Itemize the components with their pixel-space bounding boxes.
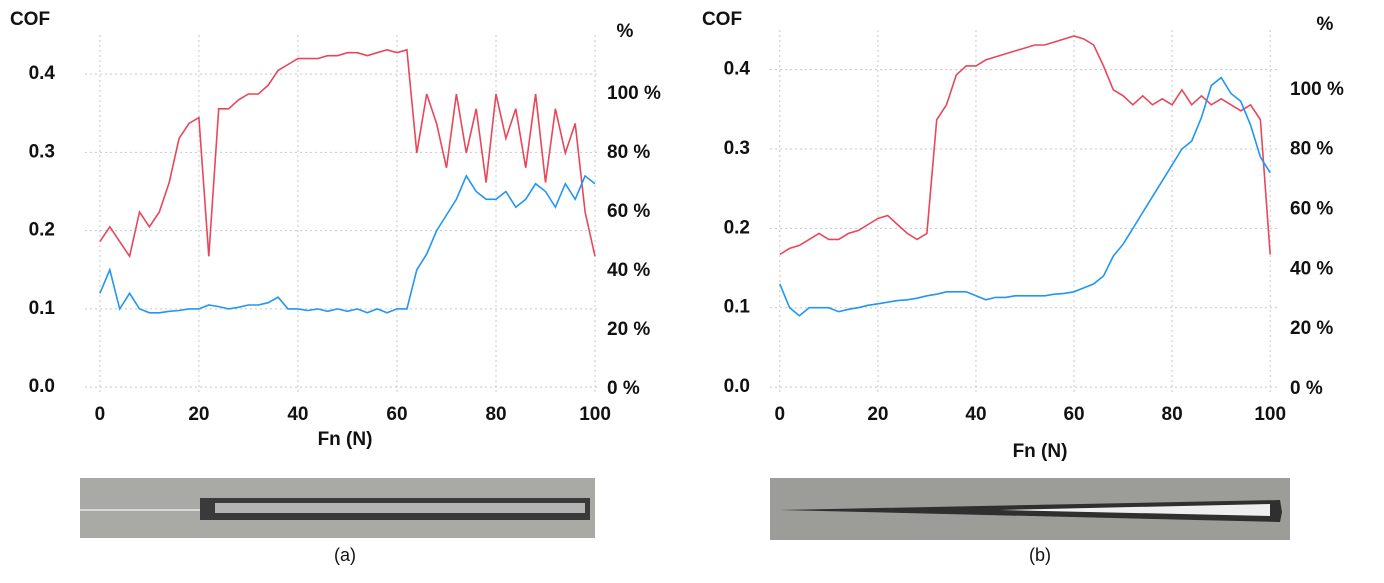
- x-tick-label: 60: [1063, 404, 1084, 425]
- x-tick-label: 80: [485, 404, 506, 425]
- y-axis-title: COF: [10, 9, 50, 30]
- x-tick-label: 100: [579, 404, 611, 425]
- x-tick-label: 60: [386, 404, 407, 425]
- scratch-image: [770, 478, 1290, 540]
- y-tick-label: 0.1: [29, 298, 56, 319]
- y-tick-label: 0.4: [724, 59, 751, 80]
- y2-tick-label: 20 %: [607, 319, 650, 340]
- y2-tick-label: 60 %: [607, 201, 650, 222]
- y-tick-label: 0.1: [724, 297, 751, 318]
- y2-tick-label: 0 %: [1290, 378, 1323, 399]
- y2-tick-label: 80 %: [607, 142, 650, 163]
- x-tick-label: 80: [1162, 404, 1183, 425]
- y-axis-title: COF: [702, 9, 742, 30]
- y2-tick-label: 100 %: [1290, 79, 1344, 100]
- series-line: [99, 174, 596, 314]
- x-tick-label: 40: [287, 404, 308, 425]
- y2-tick-label: 40 %: [1290, 258, 1333, 279]
- y-tick-label: 0.4: [29, 63, 56, 84]
- y-tick-label: 0.0: [724, 376, 750, 397]
- series-line: [779, 76, 1271, 317]
- y2-axis-title: %: [617, 21, 634, 42]
- y-tick-label: 0.0: [29, 376, 55, 397]
- x-tick-label: 0: [775, 404, 786, 425]
- y2-tick-label: 80 %: [1290, 139, 1333, 160]
- y-tick-label: 0.2: [724, 217, 750, 238]
- x-axis-title: Fn (N): [318, 429, 373, 450]
- x-tick-label: 40: [965, 404, 986, 425]
- caption: (a): [334, 545, 356, 565]
- series-line: [779, 35, 1271, 256]
- y2-tick-label: 60 %: [1290, 199, 1333, 220]
- y2-tick-label: 20 %: [1290, 318, 1333, 339]
- y2-tick-label: 100 %: [607, 83, 661, 104]
- x-tick-label: 20: [188, 404, 209, 425]
- y2-tick-label: 40 %: [607, 260, 650, 281]
- y2-tick-label: 0 %: [607, 378, 640, 399]
- series-line: [99, 48, 596, 259]
- caption: (b): [1029, 545, 1051, 565]
- x-tick-label: 100: [1254, 404, 1286, 425]
- scratch-image: [80, 478, 595, 538]
- x-tick-label: 20: [867, 404, 888, 425]
- y2-axis-title: %: [1317, 14, 1334, 35]
- x-tick-label: 0: [95, 404, 106, 425]
- x-axis-title: Fn (N): [1013, 441, 1068, 462]
- y-tick-label: 0.3: [724, 138, 750, 159]
- y-tick-label: 0.2: [29, 220, 55, 241]
- y-tick-label: 0.3: [29, 141, 55, 162]
